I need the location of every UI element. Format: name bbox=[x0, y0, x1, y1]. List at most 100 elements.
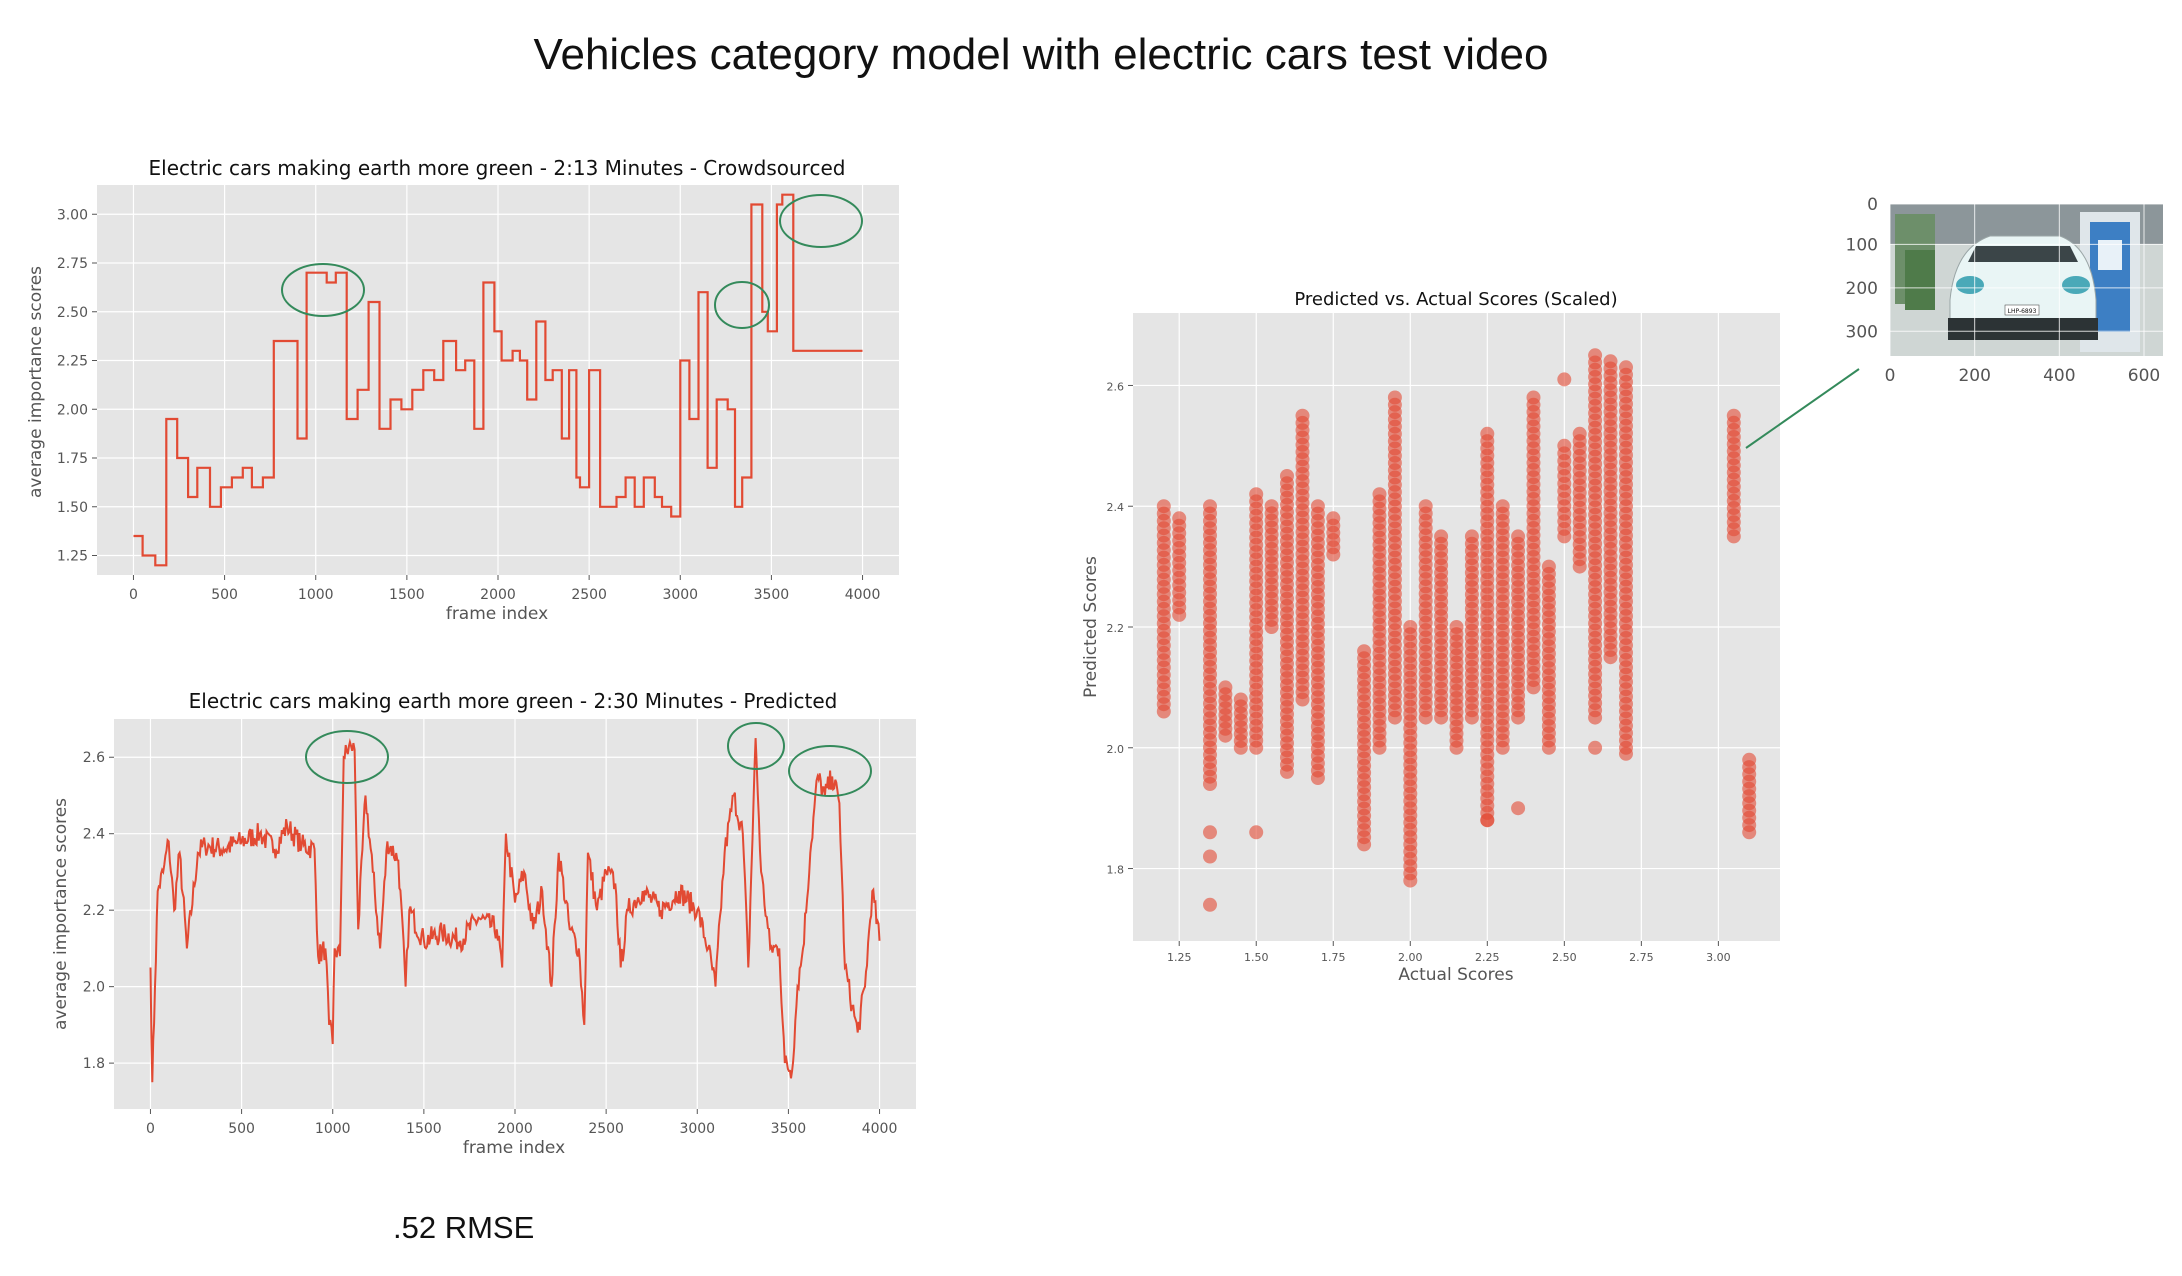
scatter-point bbox=[1603, 354, 1618, 369]
highlight-circle bbox=[727, 722, 785, 770]
scatter-x-tick-label: 3.00 bbox=[1706, 951, 1731, 964]
predicted-highlights bbox=[305, 722, 872, 797]
scatter-point bbox=[1172, 511, 1187, 526]
predicted-y-tick-label: 2.0 bbox=[83, 980, 105, 996]
crowdsourced-y-tick-label: 2.75 bbox=[57, 256, 88, 272]
scatter-point bbox=[1310, 499, 1325, 514]
scatter-point bbox=[1588, 740, 1603, 755]
scatter-point bbox=[1387, 390, 1402, 405]
scatter-x-tick-label: 2.50 bbox=[1552, 951, 1577, 964]
thumbnail-y-tick-label: 200 bbox=[1846, 279, 1878, 299]
crowdsourced-y-tick-label: 2.25 bbox=[57, 354, 88, 370]
predicted-x-tick-label: 1000 bbox=[315, 1121, 351, 1137]
predicted-ylabel: average importance scores bbox=[51, 798, 71, 1030]
thumbnail-x-tick-label: 400 bbox=[2043, 366, 2075, 386]
crowdsourced-chart: Electric cars making earth more green - … bbox=[26, 156, 899, 624]
scatter-y-tick-label: 1.8 bbox=[1107, 864, 1125, 877]
thumbnail-y-tick-label: 300 bbox=[1846, 322, 1878, 342]
scatter-point bbox=[1480, 813, 1495, 828]
slide-title: Vehicles category model with electric ca… bbox=[533, 30, 1549, 79]
highlight-circle bbox=[714, 281, 770, 329]
scatter-ylabel: Predicted Scores bbox=[1081, 556, 1101, 698]
crowdsourced-highlights bbox=[281, 194, 863, 329]
scatter-point bbox=[1619, 360, 1633, 375]
scatter-point bbox=[1619, 746, 1633, 761]
scatter-point bbox=[1495, 499, 1510, 514]
scatter-point bbox=[1295, 408, 1310, 423]
scatter-y-tick-label: 2.2 bbox=[1107, 622, 1125, 635]
scatter-point bbox=[1511, 801, 1526, 816]
scatter-point bbox=[1156, 499, 1171, 514]
highlight-circle bbox=[281, 263, 365, 317]
callout-line bbox=[1745, 368, 1860, 449]
predicted-y-tick-label: 2.2 bbox=[83, 903, 105, 919]
scatter-y-tick-label: 2.6 bbox=[1107, 380, 1125, 393]
scatter-chart: Predicted vs. Actual Scores (Scaled) 1.2… bbox=[1081, 289, 1780, 985]
scatter-point bbox=[1249, 487, 1264, 502]
license-plate-text: LHP-6893 bbox=[2008, 308, 2037, 315]
crowdsourced-ylabel: average importance scores bbox=[26, 266, 46, 498]
thumbnail-y-tick-label: 0 bbox=[1867, 195, 1878, 215]
predicted-x-tick-label: 3000 bbox=[679, 1121, 715, 1137]
scatter-y-tick-label: 2.0 bbox=[1107, 743, 1125, 756]
scatter-point bbox=[1326, 511, 1341, 526]
scatter-point bbox=[1742, 752, 1757, 767]
rmse-label: .52 RMSE bbox=[393, 1210, 535, 1245]
crowdsourced-chart-title: Electric cars making earth more green - … bbox=[149, 156, 846, 180]
predicted-chart-title: Electric cars making earth more green - … bbox=[189, 689, 838, 713]
crowdsourced-x-tick-label: 3000 bbox=[662, 587, 698, 603]
predicted-x-tick-label: 0 bbox=[146, 1121, 155, 1137]
scatter-point bbox=[1372, 487, 1387, 502]
scatter-point bbox=[1526, 390, 1541, 405]
crowdsourced-y-tick-label: 1.75 bbox=[57, 451, 88, 467]
scatter-x-tick-label: 2.75 bbox=[1629, 951, 1654, 964]
scatter-point bbox=[1403, 620, 1418, 634]
scatter-point bbox=[1434, 529, 1449, 544]
crowdsourced-x-tick-label: 500 bbox=[211, 587, 238, 603]
scatter-xlabel: Actual Scores bbox=[1398, 965, 1513, 985]
scatter-point bbox=[1203, 897, 1217, 912]
predicted-x-tick-label: 4000 bbox=[862, 1121, 898, 1137]
predicted-y-tick-label: 2.4 bbox=[83, 827, 105, 843]
predicted-x-tick-label: 3500 bbox=[771, 1121, 807, 1137]
scatter-y-tick-label: 2.4 bbox=[1107, 501, 1125, 514]
scatter-point bbox=[1203, 825, 1217, 840]
highlight-circle bbox=[779, 194, 863, 248]
crowdsourced-y-tick-label: 2.00 bbox=[57, 402, 88, 418]
crowdsourced-y-tick-label: 2.50 bbox=[57, 305, 88, 321]
crowdsourced-x-tick-label: 1000 bbox=[298, 587, 334, 603]
crowdsourced-series-line bbox=[133, 193, 863, 567]
scatter-x-tick-label: 2.25 bbox=[1475, 951, 1500, 964]
scatter-point bbox=[1264, 499, 1279, 514]
scatter-point bbox=[1511, 529, 1526, 544]
crowdsourced-x-tick-label: 1500 bbox=[389, 587, 425, 603]
scatter-x-tick-label: 1.25 bbox=[1167, 951, 1192, 964]
scatter-point bbox=[1541, 559, 1556, 574]
scatter-x-tick-label: 1.50 bbox=[1244, 951, 1269, 964]
scatter-x-tick-label: 1.75 bbox=[1321, 951, 1346, 964]
predicted-chart: Electric cars making earth more green - … bbox=[51, 689, 916, 1158]
scatter-point bbox=[1233, 692, 1248, 707]
crowdsourced-x-tick-label: 2500 bbox=[571, 587, 607, 603]
scatter-point bbox=[1357, 644, 1372, 659]
license-plate bbox=[2004, 304, 2040, 316]
highlight-circle bbox=[305, 730, 389, 784]
thumbnail-x-tick-label: 600 bbox=[2128, 366, 2160, 386]
predicted-series-line bbox=[149, 738, 881, 1083]
scatter-point bbox=[1203, 849, 1217, 864]
thumbnail-y-tick-label: 100 bbox=[1846, 235, 1878, 255]
scatter-point bbox=[1418, 499, 1433, 514]
scatter-point bbox=[1572, 426, 1587, 441]
scatter-point bbox=[1557, 438, 1572, 453]
crowdsourced-xlabel: frame index bbox=[446, 604, 548, 624]
scatter-point bbox=[1588, 348, 1603, 363]
crowdsourced-x-tick-label: 3500 bbox=[754, 587, 790, 603]
predicted-x-tick-label: 500 bbox=[228, 1121, 255, 1137]
video-frame-thumbnail: LHP-6893 0 200 400 600 0 100 200 300 bbox=[1846, 195, 2163, 386]
thumbnail-x-tick-label: 200 bbox=[1958, 366, 1990, 386]
crowdsourced-x-tick-label: 0 bbox=[129, 587, 138, 603]
scatter-chart-title: Predicted vs. Actual Scores (Scaled) bbox=[1294, 289, 1617, 310]
crowdsourced-y-tick-label: 1.50 bbox=[57, 500, 88, 516]
crowdsourced-y-tick-label: 1.25 bbox=[57, 549, 88, 565]
